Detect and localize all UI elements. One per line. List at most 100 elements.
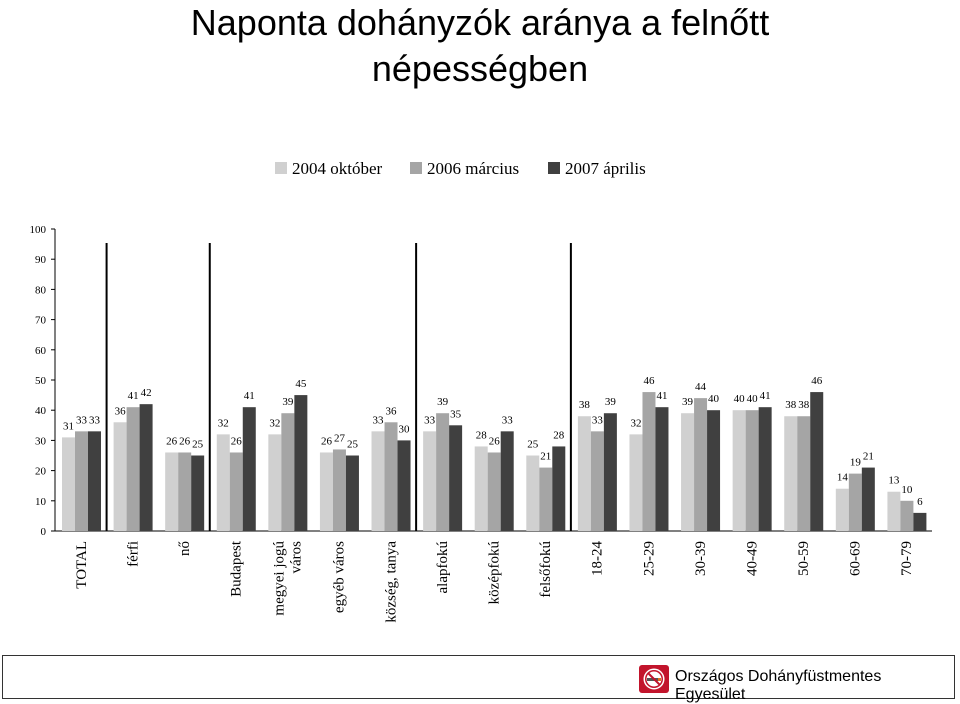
legend-label: 2007 április bbox=[565, 159, 646, 178]
data-label: 40 bbox=[747, 393, 759, 405]
data-label: 40 bbox=[734, 393, 746, 405]
bar bbox=[887, 491, 901, 531]
y-tick-label: 80 bbox=[35, 284, 47, 296]
bar bbox=[345, 455, 359, 531]
y-tick-label: 100 bbox=[30, 224, 47, 236]
x-category-label: Budapest bbox=[229, 540, 245, 597]
bar bbox=[707, 410, 721, 531]
bar bbox=[165, 452, 179, 531]
x-category-label: nő bbox=[177, 541, 193, 556]
y-tick-label: 70 bbox=[35, 315, 47, 327]
bar bbox=[655, 407, 669, 531]
x-category-label: 40-49 bbox=[744, 541, 760, 576]
data-label: 6 bbox=[917, 496, 923, 508]
x-category-label: férfi bbox=[125, 541, 141, 567]
x-category-label: megyei jogú város bbox=[272, 541, 305, 616]
bar bbox=[449, 425, 463, 531]
data-label: 32 bbox=[269, 417, 280, 429]
x-category-label-line: nő bbox=[177, 541, 193, 556]
data-label: 36 bbox=[115, 405, 127, 417]
bar bbox=[745, 410, 759, 531]
x-category-label: 30-39 bbox=[693, 541, 709, 576]
x-category-label-line: 70-79 bbox=[899, 541, 915, 576]
bar bbox=[732, 410, 746, 531]
bar bbox=[539, 467, 553, 531]
data-label: 33 bbox=[373, 414, 385, 426]
data-label: 46 bbox=[811, 375, 823, 387]
bar bbox=[642, 392, 656, 531]
bar bbox=[913, 512, 927, 531]
bar bbox=[75, 431, 88, 531]
bar bbox=[835, 488, 849, 531]
data-label: 39 bbox=[437, 396, 449, 408]
data-label: 41 bbox=[760, 390, 771, 402]
x-category-label-line: felsőfokú bbox=[538, 541, 554, 598]
data-label: 44 bbox=[695, 381, 707, 393]
data-label: 33 bbox=[424, 414, 436, 426]
bar bbox=[371, 431, 385, 531]
bar bbox=[384, 422, 398, 531]
x-category-label: község, tanya bbox=[383, 541, 399, 623]
data-label: 33 bbox=[592, 414, 604, 426]
chart-title-line-2: népességben bbox=[371, 48, 589, 89]
bar bbox=[423, 431, 437, 531]
data-label: 33 bbox=[76, 414, 88, 426]
data-label: 26 bbox=[231, 435, 243, 447]
chart-title-line-1: Naponta dohányzók aránya a felnőtt bbox=[190, 2, 770, 43]
data-label: 39 bbox=[605, 396, 617, 408]
footer-banner: Országos Dohányfüstmentes Egyesület bbox=[2, 655, 955, 703]
data-label: 40 bbox=[708, 393, 720, 405]
x-category-label-line: 40-49 bbox=[744, 541, 760, 576]
data-label: 25 bbox=[192, 439, 204, 451]
x-category-label-line: 25-29 bbox=[641, 541, 657, 576]
data-label: 25 bbox=[527, 439, 539, 451]
bar bbox=[216, 434, 230, 531]
bar bbox=[681, 413, 695, 531]
data-label: 32 bbox=[630, 417, 641, 429]
data-label: 10 bbox=[901, 484, 913, 496]
data-label: 32 bbox=[218, 417, 229, 429]
x-category-label-line: középfokú bbox=[487, 541, 503, 605]
x-category-label: TOTAL bbox=[74, 541, 90, 589]
data-label: 14 bbox=[837, 472, 849, 484]
bar bbox=[577, 416, 591, 531]
x-category-label-line: megyei jogú bbox=[272, 541, 288, 616]
legend-swatch bbox=[275, 162, 287, 174]
x-category-label-line: egyéb város bbox=[332, 541, 348, 613]
data-label: 28 bbox=[476, 429, 488, 441]
bar bbox=[139, 404, 153, 531]
data-label: 30 bbox=[399, 423, 411, 435]
y-tick-label: 50 bbox=[35, 375, 47, 387]
bar bbox=[590, 431, 604, 531]
data-label: 38 bbox=[579, 399, 591, 411]
bar bbox=[229, 452, 243, 531]
data-label: 42 bbox=[141, 387, 152, 399]
x-category-label-line: 60-69 bbox=[848, 541, 864, 576]
bar bbox=[332, 449, 346, 531]
bar bbox=[900, 500, 914, 531]
x-category-label: felsőfokú bbox=[538, 541, 554, 598]
bar bbox=[113, 422, 127, 531]
data-label: 21 bbox=[863, 451, 874, 463]
data-label: 33 bbox=[502, 414, 514, 426]
x-category-label: 18-24 bbox=[590, 541, 606, 576]
data-label: 19 bbox=[850, 457, 862, 469]
x-category-label-line: 18-24 bbox=[590, 541, 606, 576]
bar bbox=[62, 437, 75, 531]
data-label: 27 bbox=[334, 432, 346, 444]
y-tick-label: 30 bbox=[35, 435, 47, 447]
x-category-label-line: 30-39 bbox=[693, 541, 709, 576]
bar bbox=[784, 416, 798, 531]
data-label: 31 bbox=[63, 420, 74, 432]
data-label: 38 bbox=[785, 399, 797, 411]
bar bbox=[526, 455, 540, 531]
x-category-label-line: város bbox=[289, 541, 305, 574]
organization-name: Országos Dohányfüstmentes Egyesület bbox=[675, 668, 882, 703]
x-category-label-line: férfi bbox=[125, 541, 141, 567]
y-tick-label: 10 bbox=[35, 496, 47, 508]
bar bbox=[629, 434, 643, 531]
data-label: 39 bbox=[682, 396, 694, 408]
bar bbox=[861, 467, 875, 531]
data-label: 25 bbox=[347, 439, 359, 451]
data-label: 46 bbox=[643, 375, 655, 387]
